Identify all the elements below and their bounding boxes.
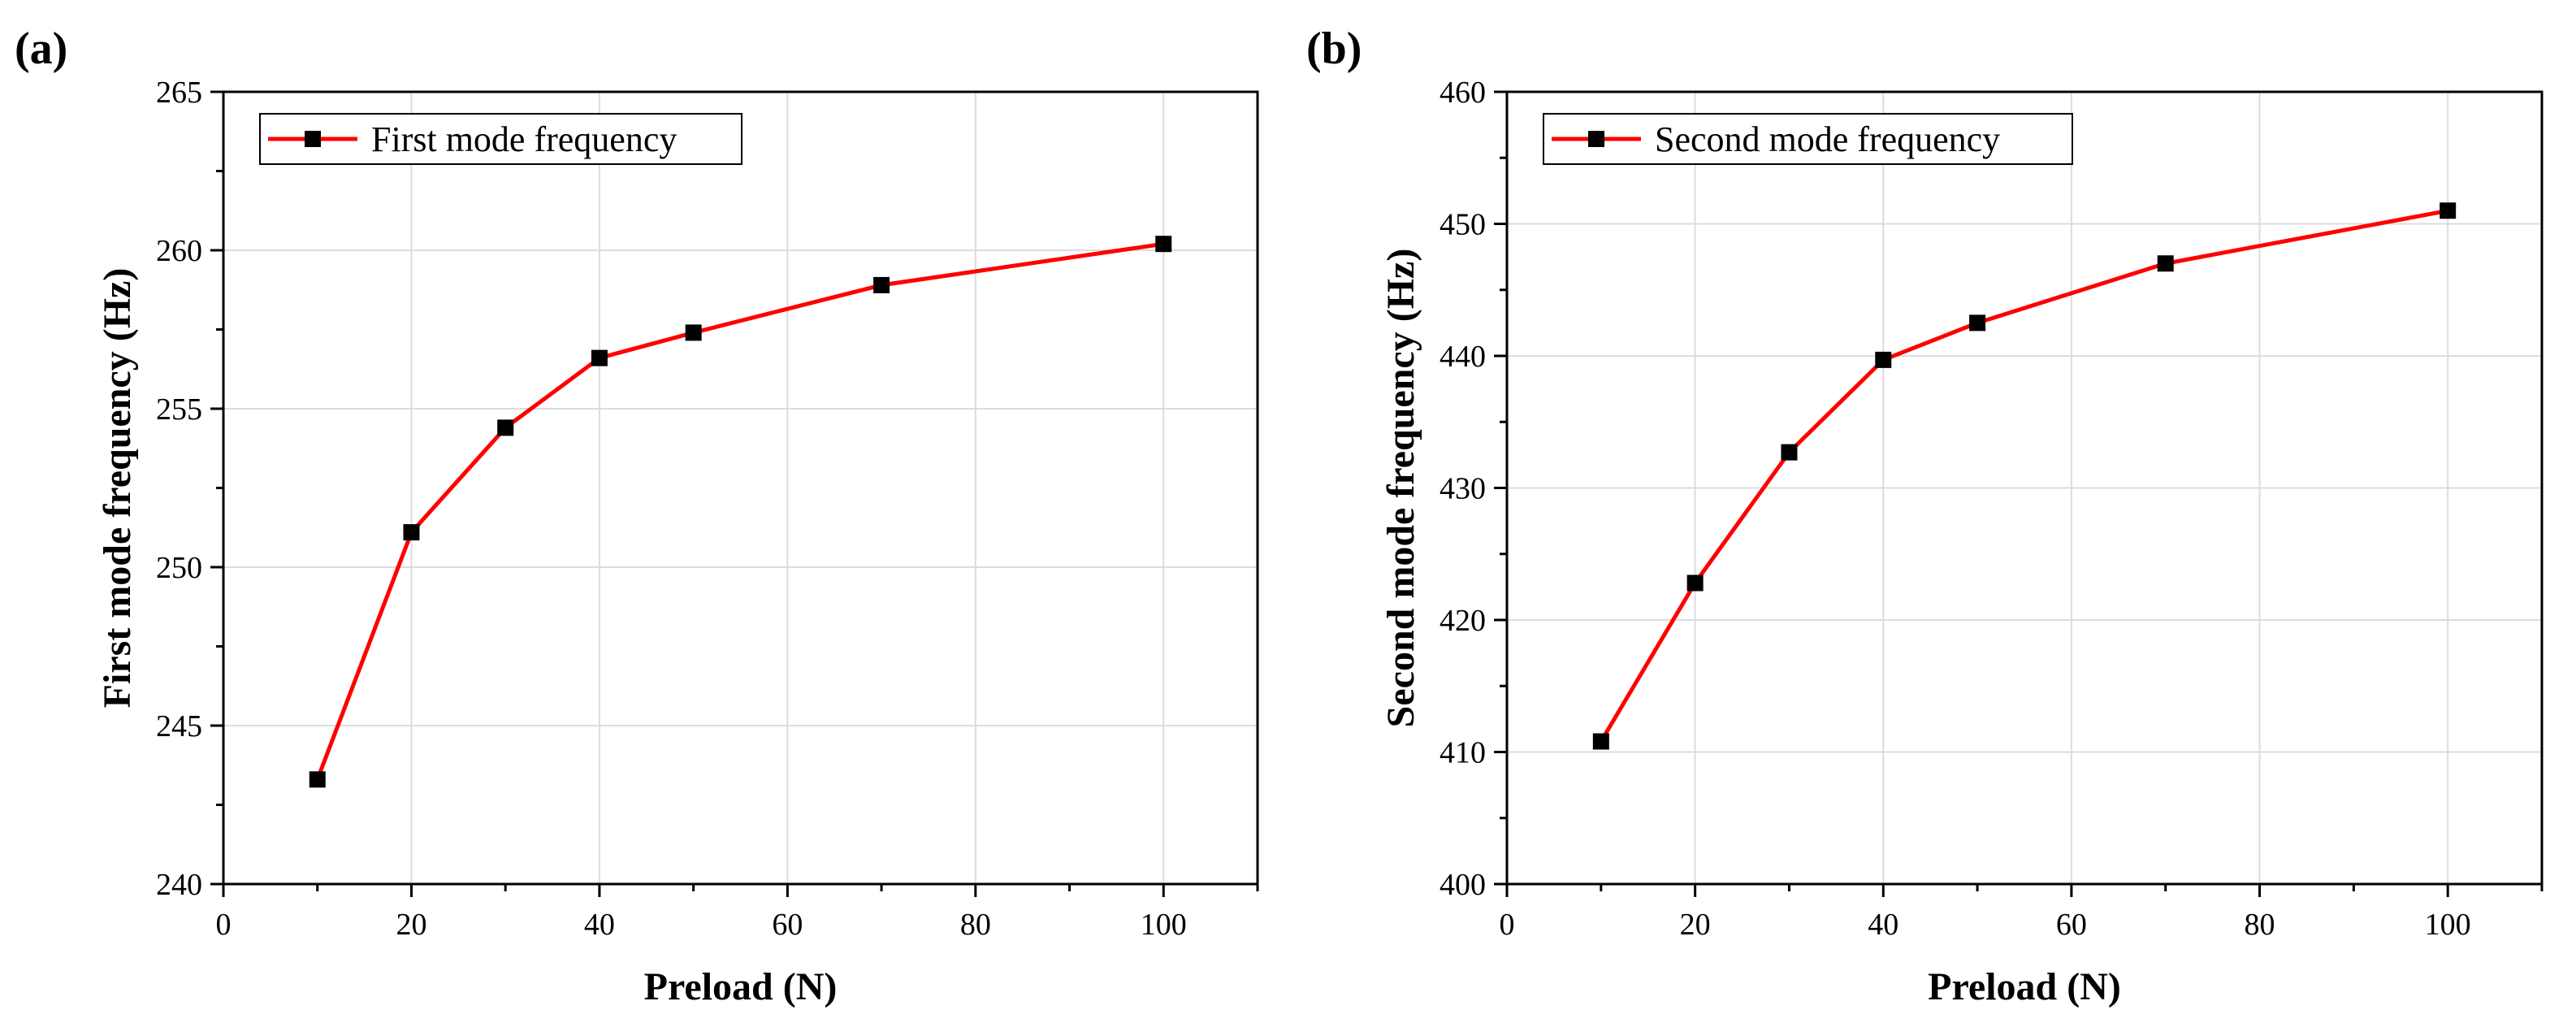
y-tick-label: 430 bbox=[1440, 472, 1486, 506]
data-point-marker bbox=[685, 324, 702, 341]
x-tick-label: 60 bbox=[2056, 908, 2087, 942]
x-tick-label: 40 bbox=[1868, 908, 1898, 942]
data-point-marker bbox=[591, 349, 608, 366]
y-tick-label: 440 bbox=[1440, 340, 1486, 374]
y-axis-title: First mode frequency (Hz) bbox=[96, 268, 139, 709]
y-tick-label: 400 bbox=[1440, 868, 1486, 902]
x-tick-label: 20 bbox=[1680, 908, 1711, 942]
data-point-marker bbox=[1155, 236, 1172, 253]
data-point-marker bbox=[309, 771, 326, 788]
x-tick-label: 80 bbox=[2245, 908, 2275, 942]
data-point-marker bbox=[1875, 351, 1892, 368]
data-point-marker bbox=[2157, 255, 2174, 272]
y-tick-label: 250 bbox=[156, 551, 202, 585]
x-tick-label: 60 bbox=[772, 908, 803, 942]
legend-marker-swatch bbox=[305, 131, 321, 147]
legend-label: First mode frequency bbox=[371, 119, 677, 159]
x-tick-label: 100 bbox=[1141, 908, 1187, 942]
legend-marker-swatch bbox=[1588, 131, 1604, 147]
data-point-marker bbox=[403, 524, 420, 541]
y-tick-label: 255 bbox=[156, 392, 202, 427]
panel-label: (a) bbox=[15, 24, 67, 74]
y-tick-label: 420 bbox=[1440, 604, 1486, 638]
panel-b: (b) 0 20 40 60 80 100 400 410 420 430 440 450 460 Prel… bbox=[1306, 24, 2544, 1008]
y-tick-label: 260 bbox=[156, 234, 202, 268]
data-point-marker bbox=[1686, 574, 1704, 592]
y-axis-title: Second mode frequency (Hz) bbox=[1379, 249, 1422, 728]
y-tick-label: 245 bbox=[156, 709, 202, 743]
x-tick-label: 20 bbox=[396, 908, 426, 942]
data-point-marker bbox=[1781, 444, 1798, 461]
y-tick-label: 450 bbox=[1440, 208, 1486, 242]
data-point-marker bbox=[1969, 314, 1986, 332]
x-tick-label: 80 bbox=[960, 908, 991, 942]
legend-label: Second mode frequency bbox=[1655, 119, 2000, 159]
x-tick-label: 100 bbox=[2425, 908, 2471, 942]
y-tick-label: 240 bbox=[156, 868, 202, 902]
data-point-marker bbox=[497, 419, 514, 436]
x-tick-label: 0 bbox=[216, 908, 232, 942]
y-tick-label: 460 bbox=[1440, 76, 1486, 110]
x-tick-label: 0 bbox=[1500, 908, 1515, 942]
x-axis-title: Preload (N) bbox=[644, 965, 838, 1008]
panel-a: (a) 0 20 40 60 80 100 240 245 250 255 260 265 Preload… bbox=[15, 24, 1259, 1008]
data-point-marker bbox=[873, 276, 890, 293]
panel-label: (b) bbox=[1306, 24, 1362, 74]
y-tick-label: 265 bbox=[156, 76, 202, 110]
x-tick-label: 40 bbox=[584, 908, 615, 942]
x-axis-title: Preload (N) bbox=[1928, 965, 2121, 1008]
data-point-marker bbox=[2440, 202, 2457, 219]
data-point-marker bbox=[1592, 733, 1609, 750]
y-tick-label: 410 bbox=[1440, 736, 1486, 770]
